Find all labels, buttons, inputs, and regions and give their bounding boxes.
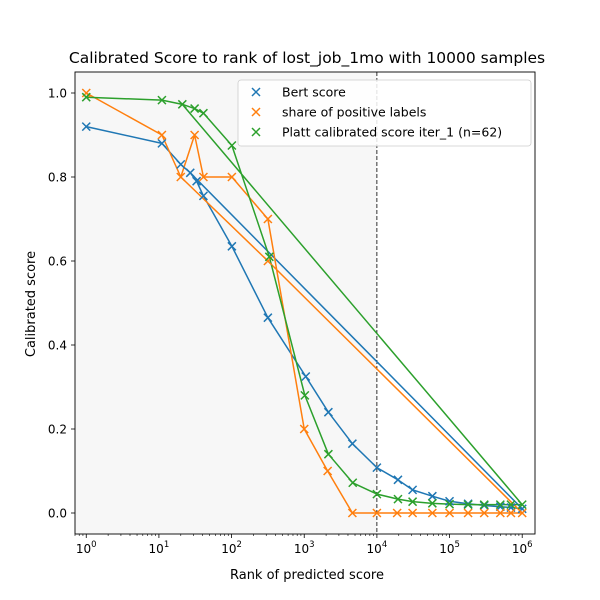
data-point-1-1: [157, 130, 167, 140]
data-point-2-16: [479, 500, 489, 510]
data-point-0-20: [517, 504, 527, 514]
data-point-2-9: [348, 478, 358, 488]
data-point-2-1: [157, 95, 167, 105]
x-tick-label-5: 105: [439, 540, 460, 556]
x-tick-label-0: 100: [76, 540, 97, 556]
y-tick-label-0: 0.0: [48, 507, 67, 521]
data-point-1-16: [463, 508, 473, 518]
data-point-2-14: [445, 499, 455, 509]
data-point-1-11: [372, 508, 382, 518]
data-point-0-2: [176, 159, 186, 169]
data-point-1-5: [227, 172, 237, 182]
data-point-1-17: [479, 508, 489, 518]
data-point-1-15: [445, 508, 455, 518]
x-tick-label-3: 103: [294, 540, 315, 556]
y-tick-label-5: 1.0: [48, 87, 67, 101]
data-point-0-1: [157, 138, 167, 148]
data-point-1-14: [427, 508, 437, 518]
data-point-0-10: [347, 439, 357, 449]
data-point-2-8: [323, 449, 333, 459]
data-point-2-13: [427, 498, 437, 508]
data-point-2-5: [227, 140, 237, 151]
data-point-1-10: [347, 508, 357, 518]
data-point-2-15: [463, 500, 473, 510]
data-point-1-18: [495, 508, 505, 518]
data-point-0-15: [445, 496, 455, 506]
legend-label-2: Platt calibrated score iter_1 (n=62): [282, 125, 502, 140]
series-line-1: [85, 92, 523, 514]
data-point-0-11: [372, 463, 382, 473]
data-point-2-11: [393, 494, 403, 504]
data-point-0-9: [323, 407, 333, 417]
data-point-2-12: [408, 497, 418, 507]
legend-label-0: Bert score: [282, 85, 346, 100]
data-point-0-8: [301, 371, 311, 382]
data-point-2-0: [81, 92, 91, 102]
y-tick-label-3: 0.6: [48, 255, 67, 269]
data-point-2-4: [198, 108, 208, 118]
legend-marker-2: [251, 127, 261, 137]
x-tick-label-1: 101: [149, 540, 170, 556]
x-tick-label-2: 102: [221, 540, 242, 556]
legend: Bert score share of positive labels Platt …: [237, 79, 532, 147]
data-point-1-12: [392, 508, 402, 518]
data-point-1-2: [176, 172, 186, 182]
chart-title: Calibrated Score to rank of lost_job_1mo…: [69, 49, 545, 68]
data-point-1-6: [263, 214, 273, 224]
x-tick-label-6: 106: [512, 540, 533, 556]
y-tick-label-1: 0.2: [48, 423, 67, 437]
data-point-2-7: [300, 390, 310, 400]
legend-marker-0: [251, 87, 261, 97]
data-point-0-0: [81, 122, 91, 132]
y-tick-label-2: 0.4: [48, 339, 67, 353]
data-point-0-13: [408, 485, 418, 495]
data-point-1-3: [190, 130, 200, 140]
data-point-2-3: [190, 104, 200, 114]
data-point-2-6: [264, 252, 274, 262]
data-point-2-18: [506, 500, 516, 510]
y-tick-label-4: 0.8: [48, 171, 67, 185]
data-point-2-10: [372, 489, 382, 499]
data-point-2-17: [495, 500, 505, 510]
data-point-1-0: [81, 88, 91, 98]
data-point-0-6: [227, 241, 237, 251]
data-point-1-4: [198, 172, 208, 182]
legend-box: [237, 79, 532, 147]
x-tick-label-4: 104: [367, 540, 388, 556]
data-point-1-13: [408, 508, 418, 518]
data-point-0-12: [393, 475, 403, 485]
axes-frame: [74, 71, 536, 535]
data-point-1-19: [506, 508, 516, 518]
data-point-2-19: [517, 500, 527, 510]
data-point-1-8: [299, 424, 309, 434]
y-axis-label: Calibrated score: [24, 251, 39, 357]
data-point-2-2: [177, 99, 187, 109]
data-point-1-9: [323, 466, 333, 476]
plot-area: 100 101 102 103 104 105 106 0.0 0.2 0.4 0.6 0.8 1.0: [48, 71, 536, 556]
data-point-0-5: [198, 191, 208, 201]
data-point-0-7: [263, 313, 273, 323]
legend-label-1: share of positive labels: [282, 105, 426, 120]
data-point-0-14: [427, 491, 437, 501]
legend-marker-1: [251, 107, 261, 117]
data-point-0-3: [185, 168, 195, 178]
x-axis-label: Rank of predicted score: [230, 568, 384, 583]
data-point-1-20: [517, 508, 527, 518]
data-point-0-4: [192, 176, 202, 186]
